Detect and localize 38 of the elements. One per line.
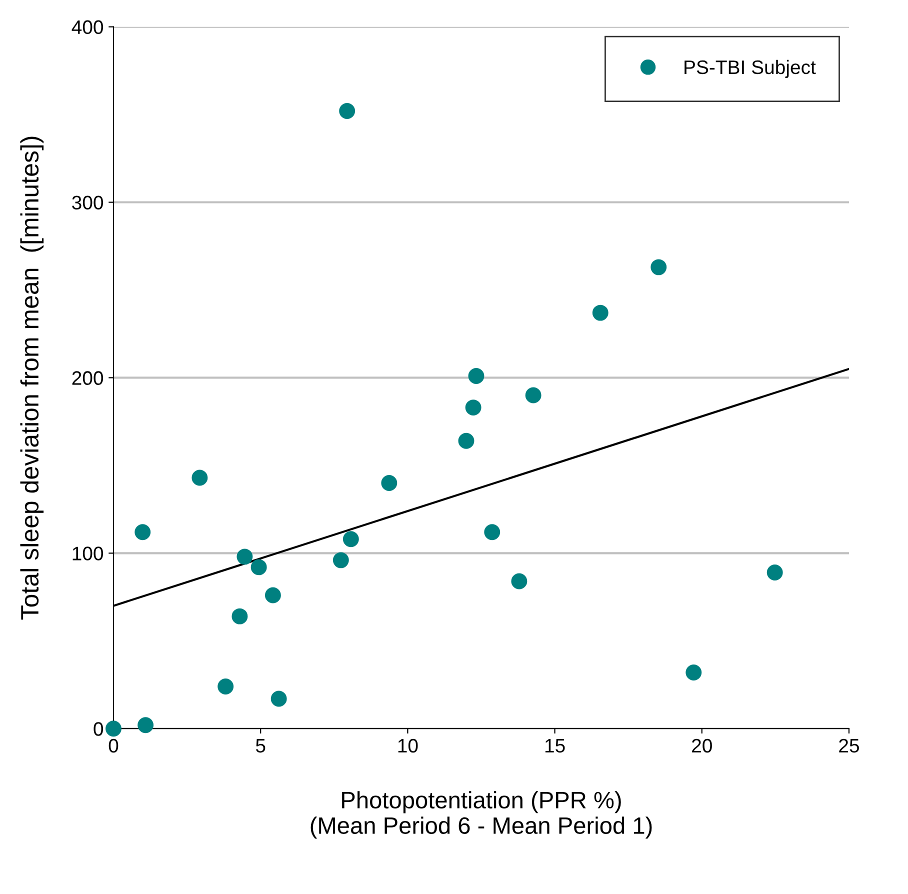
y-tick-label: 300 <box>72 196 104 210</box>
point <box>592 304 608 321</box>
x-tick-label: 0 <box>108 738 118 753</box>
point <box>218 678 234 694</box>
x-tick-label: 25 <box>839 738 859 753</box>
point <box>270 690 287 707</box>
x-tick-label: 5 <box>256 739 266 753</box>
point <box>511 573 528 590</box>
point <box>484 524 500 540</box>
point <box>236 548 253 565</box>
point <box>106 720 122 737</box>
y-tick-label: 0 <box>94 722 104 736</box>
y-axis-title: Total sleep deviation from mean ([minutes]) <box>20 136 44 620</box>
point <box>342 531 359 548</box>
point <box>766 564 783 580</box>
point <box>650 259 667 276</box>
point <box>339 103 356 120</box>
point <box>138 717 154 734</box>
point <box>458 432 474 449</box>
y-tick-label: 400 <box>72 20 104 34</box>
point <box>264 587 281 604</box>
y-tick-label: 100 <box>72 546 104 560</box>
point <box>468 368 484 384</box>
y-tick-label: 200 <box>72 371 104 385</box>
point <box>192 470 208 486</box>
point <box>134 524 151 540</box>
point <box>525 387 542 404</box>
x-tick-label: 20 <box>692 738 712 753</box>
point <box>332 552 349 568</box>
point <box>465 400 482 416</box>
point <box>232 608 248 624</box>
point <box>250 559 267 576</box>
x-tick-label: 10 <box>398 738 418 753</box>
point <box>381 475 398 491</box>
x-tick-label: 15 <box>545 739 565 753</box>
legend-label: PS-TBI Subject <box>684 60 816 78</box>
point <box>686 664 702 680</box>
x-axis-title: Photopotentiation (PPR %) (Mean Period 6 - Mean Period 1) <box>310 791 652 839</box>
